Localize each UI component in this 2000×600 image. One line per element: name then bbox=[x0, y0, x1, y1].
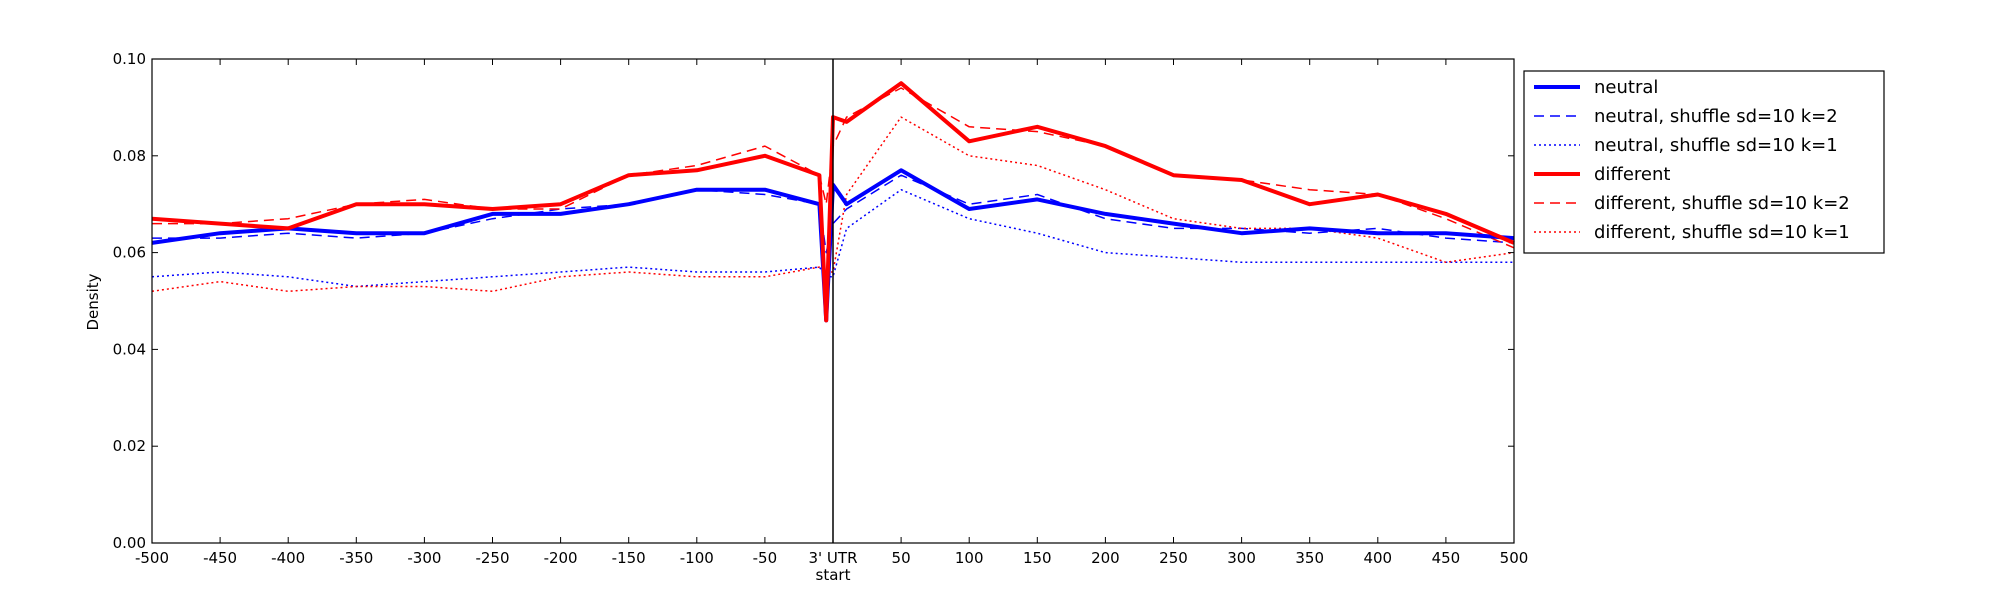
y-tick-label: 0.02 bbox=[113, 437, 146, 455]
x-tick-label: 450 bbox=[1432, 549, 1461, 567]
x-tick-label: 100 bbox=[955, 549, 984, 567]
legend-box bbox=[1523, 70, 1885, 254]
x-axis-label: start bbox=[816, 566, 851, 584]
x-tick-label: 400 bbox=[1363, 549, 1392, 567]
x-tick-label: 200 bbox=[1091, 549, 1120, 567]
legend-label: different, shuffle sd=10 k=2 bbox=[1594, 193, 1850, 214]
x-tick-label: 3' UTR bbox=[809, 549, 858, 567]
y-tick-label: 0.00 bbox=[113, 534, 146, 552]
x-tick-label: -400 bbox=[271, 549, 305, 567]
x-tick-label: 250 bbox=[1159, 549, 1188, 567]
x-tick-label: -500 bbox=[135, 549, 169, 567]
x-tick-label: 500 bbox=[1500, 549, 1529, 567]
x-tick-label: 350 bbox=[1295, 549, 1324, 567]
legend-label: neutral, shuffle sd=10 k=1 bbox=[1594, 135, 1838, 156]
x-tick-label: -150 bbox=[612, 549, 646, 567]
y-tick-label: 0.04 bbox=[113, 340, 146, 358]
x-tick-label: -300 bbox=[407, 549, 441, 567]
legend-label: neutral, shuffle sd=10 k=2 bbox=[1594, 106, 1838, 127]
x-tick-label: 150 bbox=[1023, 549, 1052, 567]
y-tick-label: 0.08 bbox=[113, 147, 146, 165]
x-tick-label: 50 bbox=[892, 549, 911, 567]
y-axis-label: Density bbox=[84, 273, 102, 330]
x-tick-label: -200 bbox=[544, 549, 578, 567]
x-tick-label: -100 bbox=[680, 549, 714, 567]
series-line bbox=[152, 87, 1515, 249]
x-tick-label: -50 bbox=[753, 549, 778, 567]
x-tick-label: -250 bbox=[475, 549, 509, 567]
x-axis-ticks: -500 -450 -400 -350 -300 -250 -200 -150 -100 -50 3… bbox=[135, 59, 1528, 567]
y-tick-label: 0.10 bbox=[113, 50, 146, 68]
x-tick-label: 300 bbox=[1227, 549, 1256, 567]
x-tick-label: -350 bbox=[339, 549, 373, 567]
x-tick-label: -450 bbox=[203, 549, 237, 567]
legend-label: different, shuffle sd=10 k=1 bbox=[1594, 222, 1850, 243]
series-line bbox=[151, 81, 1515, 323]
y-tick-label: 0.06 bbox=[113, 244, 146, 262]
legend-label: neutral bbox=[1594, 77, 1658, 98]
legend: neutral neutral, shuffle sd=10 k=2 neutral… bbox=[1523, 70, 1885, 254]
series-layer bbox=[151, 81, 1515, 323]
legend-label: different bbox=[1594, 164, 1670, 185]
y-axis-ticks: 0.00 0.02 0.04 0.06 0.08 0.10 bbox=[113, 50, 1514, 552]
